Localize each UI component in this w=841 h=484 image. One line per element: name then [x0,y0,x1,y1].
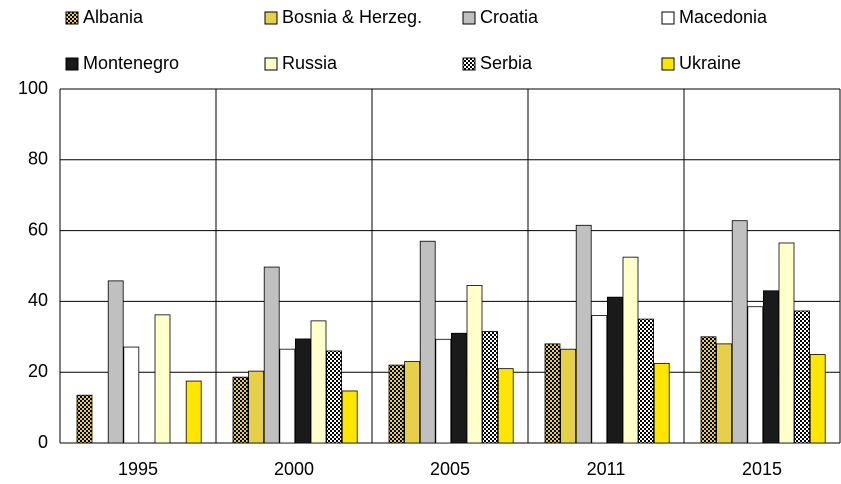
y-tick-label: 60 [28,219,48,239]
x-tick-label: 1995 [118,459,158,479]
bar [763,290,779,444]
legend-label: Ukraine [679,53,741,73]
legend-label: Montenegro [83,53,179,73]
bar [794,310,810,444]
bar [263,266,280,444]
bar [450,332,467,444]
legend-label: Serbia [480,53,533,73]
bar [700,336,717,444]
bar [107,280,124,444]
bar [310,320,327,444]
legend-swatch [462,57,476,71]
bar [232,376,249,444]
legend-label: Russia [282,53,338,73]
bar [466,285,483,444]
bar [404,361,421,444]
bar [279,348,296,444]
bar [544,343,561,444]
bar [716,343,732,444]
legend-label: Bosnia & Herzeg. [282,7,422,27]
legend-swatch [65,11,79,25]
bar [731,220,748,444]
bar [248,370,265,444]
bar [123,346,140,444]
bar [622,256,639,444]
bar [435,338,452,444]
legend-label: Albania [83,7,144,27]
y-tick-label: 40 [28,290,48,310]
bar [341,390,358,444]
bar [560,348,576,444]
bar [185,380,202,444]
bar [747,306,764,444]
bar [482,331,499,444]
y-tick-label: 100 [18,78,48,98]
legend-swatch [661,11,675,25]
bar [638,318,654,444]
bar [778,242,795,444]
bar [575,224,592,444]
bar [653,362,670,444]
x-tick-label: 2000 [274,459,314,479]
bar [497,368,514,444]
x-tick-label: 2011 [587,459,626,479]
legend-swatch [462,11,476,25]
bar [419,240,436,444]
legend-swatch [264,11,278,25]
legend-swatch [65,57,79,71]
bar [76,394,93,444]
legend-label: Croatia [480,7,539,27]
bar [809,354,826,444]
y-tick-label: 20 [28,361,48,381]
x-tick-label: 2005 [430,459,470,479]
legend-swatch [661,57,675,71]
bar [388,364,405,444]
y-tick-label: 0 [38,432,48,452]
bar [607,296,623,444]
bar [326,350,343,444]
legend-swatch [264,57,278,71]
bar [294,338,311,444]
x-tick-label: 2015 [742,459,782,479]
bar [591,315,608,444]
bar [154,314,171,444]
y-tick-label: 80 [28,149,48,169]
legend-label: Macedonia [679,7,768,27]
